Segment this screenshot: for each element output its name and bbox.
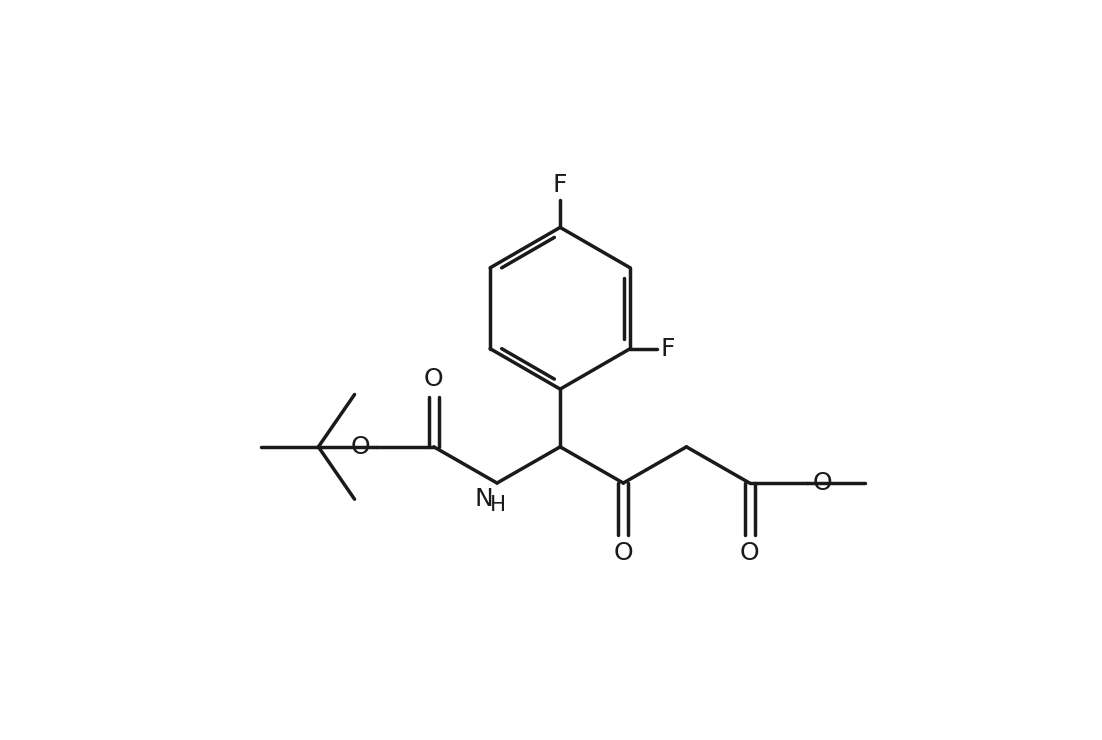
Text: O: O (739, 541, 759, 565)
Text: O: O (614, 541, 634, 565)
Text: F: F (661, 337, 676, 360)
Text: F: F (553, 172, 568, 197)
Text: O: O (424, 368, 444, 391)
Text: H: H (489, 494, 506, 514)
Text: O: O (812, 471, 832, 495)
Text: N: N (475, 487, 494, 511)
Text: O: O (352, 435, 370, 459)
